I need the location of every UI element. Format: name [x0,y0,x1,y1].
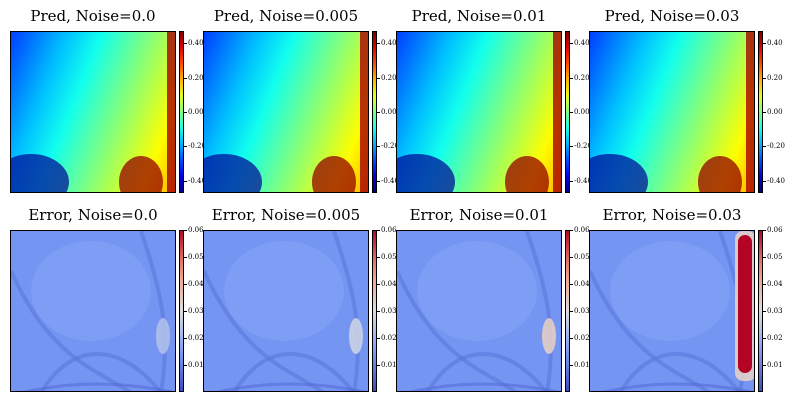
colorbar [372,31,377,193]
colorbar-tick-label: 0.40 [184,39,204,48]
colorbar-tick-label: -0.20 [570,142,592,151]
colorbar-tick-label: 0.06 [570,226,590,234]
colorbar-tick-label: 0.05 [377,253,397,261]
colorbar-tick-label: 0.02 [184,334,204,342]
colorbar-tick-label: 0.00 [763,108,783,116]
colorbar-tick-label: -0.40 [763,176,785,185]
colorbar [179,31,184,193]
heatmap-image [10,230,176,392]
colorbar-tick-label: 0.06 [184,226,204,234]
colorbar-tick-label: 0.04 [570,280,590,288]
colorbar [372,230,377,392]
heatmap-image [589,230,755,392]
colorbar-tick-label: 0.03 [570,307,590,315]
colorbar-tick-label: 0.02 [377,334,397,342]
colorbar-tick-label: 0.05 [763,253,783,261]
colorbar-tick-label: 0.40 [570,39,590,48]
panel-title: Error, Noise=0.03 [602,206,742,224]
colorbar-tick-label: 0.02 [570,334,590,342]
colorbar-tick-label: 0.00 [570,108,590,116]
panel-title: Pred, Noise=0.005 [213,7,359,25]
panel-title: Error, Noise=0.005 [211,206,361,224]
colorbar-tick-label: 0.06 [763,226,783,234]
colorbar-tick-label: -0.40 [377,176,399,185]
colorbar-tick-label: 0.01 [184,361,204,369]
colorbar-tick-label: 0.40 [763,39,783,48]
heatmap-image [10,31,176,193]
heatmap-image [203,230,369,392]
colorbar-tick-label: 0.01 [377,361,397,369]
colorbar [758,230,763,392]
colorbar [565,230,570,392]
colorbar-tick-label: -0.40 [184,176,206,185]
colorbar-tick-label: 0.20 [570,73,590,82]
colorbar [179,230,184,392]
colorbar-tick-label: 0.00 [184,108,204,116]
colorbar-tick-label: 0.20 [184,73,204,82]
colorbar-tick-label: 0.03 [377,307,397,315]
colorbar-tick-label: 0.00 [377,108,397,116]
colorbar [758,31,763,193]
panel-title: Pred, Noise=0.0 [30,7,156,25]
colorbar-tick-label: -0.20 [763,142,785,151]
colorbar-tick-label: 0.03 [763,307,783,315]
panel-title: Pred, Noise=0.01 [411,7,547,25]
colorbar-tick-label: 0.04 [184,280,204,288]
colorbar-tick-label: 0.05 [184,253,204,261]
colorbar-tick-label: 0.01 [763,361,783,369]
colorbar-tick-label: 0.40 [377,39,397,48]
heatmap-image [203,31,369,193]
colorbar-tick-label: 0.01 [570,361,590,369]
colorbar-tick-label: -0.20 [377,142,399,151]
colorbar-tick-label: 0.02 [763,334,783,342]
colorbar-tick-label: 0.20 [763,73,783,82]
colorbar-tick-label: -0.20 [184,142,206,151]
heatmap-image [396,230,562,392]
colorbar-tick-label: 0.05 [570,253,590,261]
colorbar [565,31,570,193]
panel-title: Pred, Noise=0.03 [604,7,740,25]
heatmap-image [396,31,562,193]
colorbar-tick-label: 0.04 [763,280,783,288]
colorbar-tick-label: -0.40 [570,176,592,185]
colorbar-tick-label: 0.20 [377,73,397,82]
panel-title: Error, Noise=0.01 [409,206,549,224]
colorbar-tick-label: 0.04 [377,280,397,288]
colorbar-tick-label: 0.03 [184,307,204,315]
colorbar-tick-label: 0.06 [377,226,397,234]
heatmap-image [589,31,755,193]
panel-title: Error, Noise=0.0 [28,206,158,224]
